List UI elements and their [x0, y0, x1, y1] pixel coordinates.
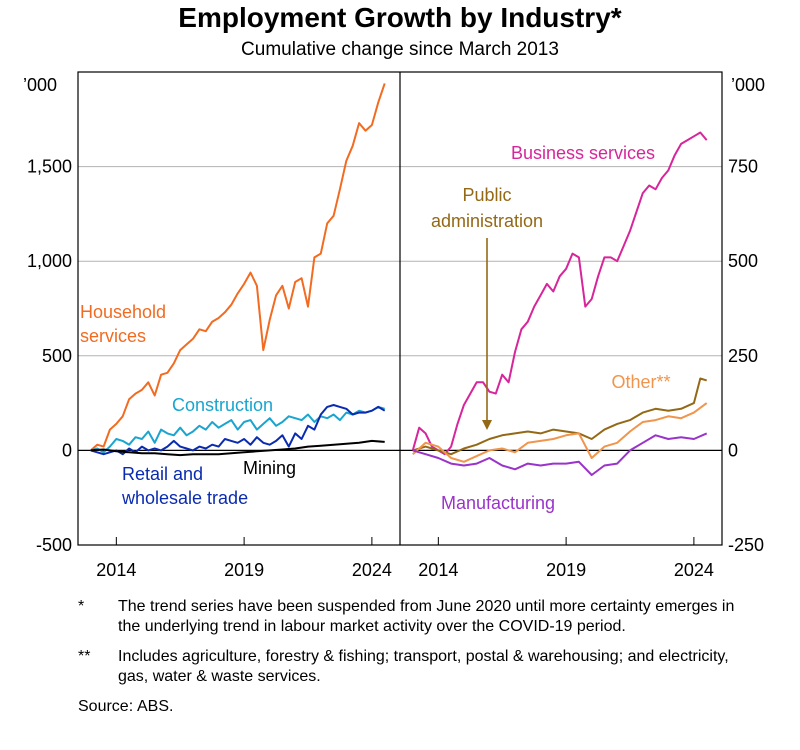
right-panel: -250 0 250 500 750 ’000 2014 2019 2024 Business s…	[400, 75, 765, 580]
chart-title: Employment Growth by Industry*	[178, 2, 621, 33]
series-label-retail-and-wholesale-trade: Retail and wholesale trade	[121, 464, 248, 508]
footnote-mark: **	[78, 648, 91, 665]
series-line-business-services	[411, 131, 708, 456]
footnote-mark: *	[78, 598, 85, 615]
y-tick-label: 0	[62, 440, 72, 460]
chart-subtitle: Cumulative change since March 2013	[241, 39, 559, 60]
footnote-text: Includes agriculture, forestry & fishing…	[118, 648, 729, 685]
series-label-household-services: Household services	[80, 302, 166, 346]
series-label-public-administration: Public administration	[431, 185, 543, 231]
annotation-arrowhead	[482, 420, 492, 430]
series-line-construction	[90, 405, 385, 454]
y-axis-unit: ’000	[731, 75, 765, 95]
y-tick-label: 500	[728, 251, 758, 271]
footnote-text: The trend series have been suspended fro…	[118, 598, 735, 635]
footnote: ** Includes agriculture, forestry & fish…	[78, 647, 758, 687]
left-panel: -500 0 500 1,000 1,500 ’000 2014 2019 2024 Househ…	[23, 75, 400, 580]
series-line-mining	[90, 439, 385, 457]
x-tick-label: 2019	[546, 560, 586, 580]
y-tick-label: -250	[728, 535, 764, 555]
y-tick-label: -500	[36, 535, 72, 555]
series-label-business-services: Business services	[511, 143, 655, 163]
source-label: Source:	[78, 698, 134, 715]
series-line-retail-and-wholesale-trade	[90, 404, 386, 456]
y-tick-label: 1,000	[27, 251, 72, 271]
y-tick-label: 250	[728, 346, 758, 366]
y-axis-unit: ’000	[23, 75, 57, 95]
series-line-public-administration	[412, 377, 707, 456]
series-line-manufacturing	[412, 432, 708, 476]
x-tick-label: 2014	[418, 560, 458, 580]
footnote: * The trend series have been suspended f…	[78, 597, 758, 637]
x-tick-label: 2019	[224, 560, 264, 580]
source-value: ABS.	[137, 698, 174, 715]
series-label-construction: Construction	[172, 395, 273, 415]
chart-figure: Employment Growth by Industry* Cumulativ…	[23, 2, 765, 580]
source-line: Source: ABS.	[78, 697, 758, 717]
series-label-manufacturing: Manufacturing	[441, 493, 555, 513]
y-tick-label: 750	[728, 157, 758, 177]
footnotes: * The trend series have been suspended f…	[78, 597, 758, 717]
series-line-other	[412, 402, 708, 463]
x-tick-label: 2024	[674, 560, 714, 580]
series-label-mining: Mining	[243, 458, 296, 478]
y-tick-label: 1,500	[27, 157, 72, 177]
series-label-other: Other**	[611, 372, 670, 392]
series-line-household-services	[90, 83, 386, 452]
y-tick-label: 500	[42, 346, 72, 366]
x-tick-label: 2024	[352, 560, 392, 580]
y-tick-label: 0	[728, 440, 738, 460]
x-tick-label: 2014	[96, 560, 136, 580]
